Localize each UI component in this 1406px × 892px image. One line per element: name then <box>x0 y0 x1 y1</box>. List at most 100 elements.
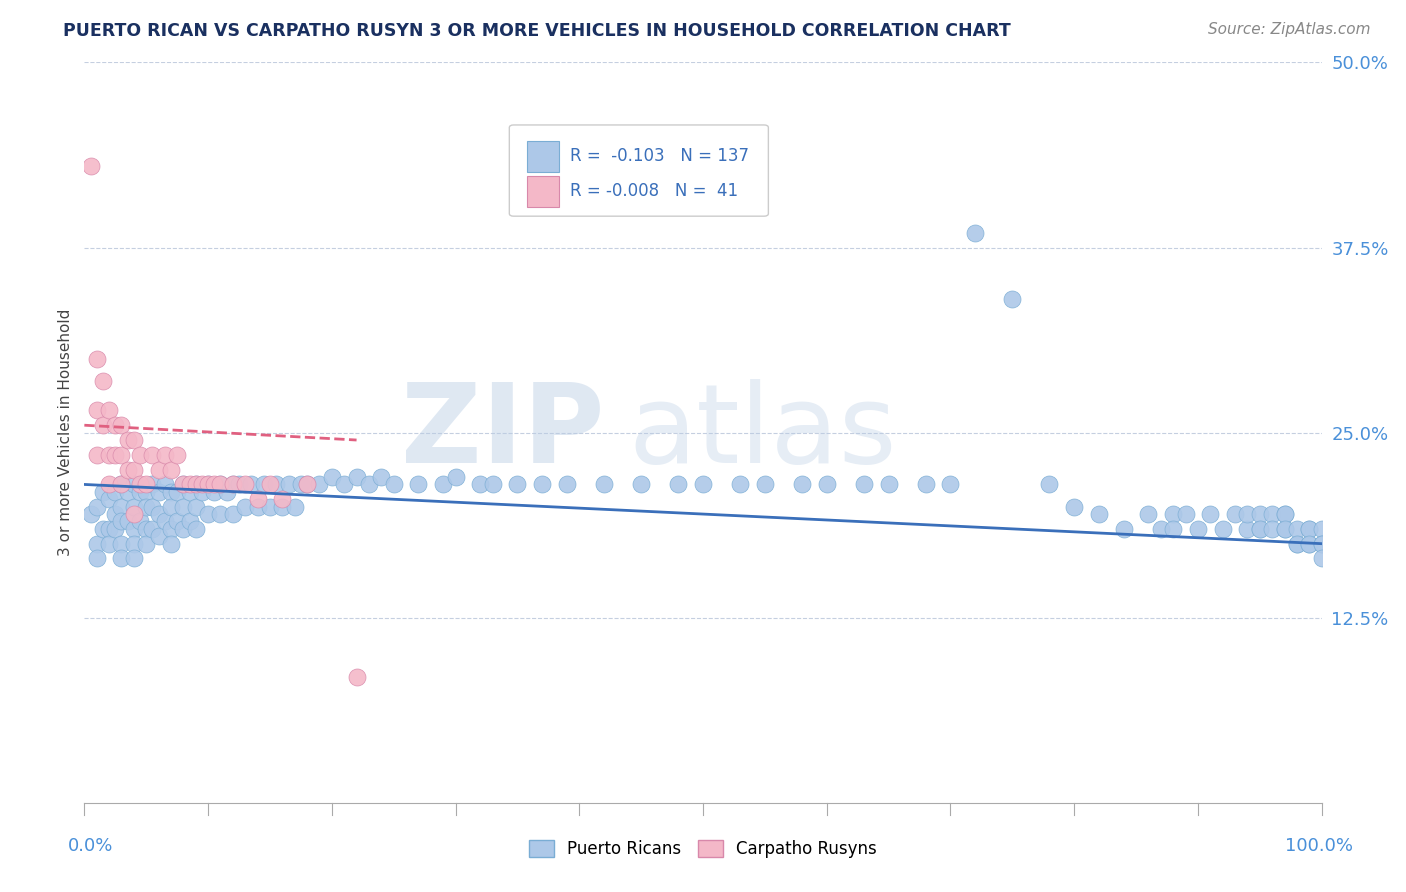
Point <box>284 500 307 514</box>
Point <box>1212 522 1234 536</box>
Point <box>1310 551 1333 566</box>
Point <box>333 477 356 491</box>
Point <box>79 507 101 521</box>
Point <box>122 477 145 491</box>
Point <box>1310 536 1333 550</box>
Point <box>122 433 145 447</box>
Point <box>271 500 294 514</box>
Point <box>1261 507 1284 521</box>
Point <box>153 477 176 491</box>
Point <box>370 470 392 484</box>
Point <box>259 500 281 514</box>
Point <box>141 477 163 491</box>
Point <box>179 484 201 499</box>
Point <box>160 500 183 514</box>
Point <box>1298 536 1320 550</box>
Point <box>135 500 157 514</box>
Point <box>1249 522 1271 536</box>
Point <box>129 448 152 462</box>
Point <box>290 477 312 491</box>
Point <box>215 484 238 499</box>
Point <box>129 477 152 491</box>
Point <box>117 433 139 447</box>
Point <box>1274 507 1296 521</box>
Point <box>160 484 183 499</box>
Point <box>233 477 256 491</box>
Point <box>153 515 176 529</box>
Point <box>135 522 157 536</box>
Point <box>104 448 127 462</box>
Text: R =  -0.103   N = 137: R = -0.103 N = 137 <box>571 147 749 166</box>
Point <box>357 477 380 491</box>
Point <box>209 477 232 491</box>
Point <box>110 500 132 514</box>
Point <box>877 477 900 491</box>
Text: atlas: atlas <box>628 379 897 486</box>
Point <box>141 448 163 462</box>
Point <box>1298 536 1320 550</box>
Point <box>531 477 554 491</box>
Point <box>104 484 127 499</box>
Point <box>166 484 188 499</box>
Point <box>295 477 318 491</box>
Point <box>197 477 219 491</box>
Point <box>228 477 250 491</box>
Point <box>506 477 529 491</box>
Point <box>240 477 263 491</box>
Point <box>104 522 127 536</box>
Point <box>172 500 194 514</box>
Point <box>481 477 503 491</box>
Point <box>1112 522 1135 536</box>
Point <box>117 462 139 476</box>
Text: ZIP: ZIP <box>401 379 605 486</box>
Point <box>222 507 245 521</box>
Point <box>295 477 318 491</box>
Point <box>197 507 219 521</box>
Point <box>122 522 145 536</box>
Point <box>197 477 219 491</box>
Legend: Puerto Ricans, Carpatho Rusyns: Puerto Ricans, Carpatho Rusyns <box>522 833 884 865</box>
Point <box>122 500 145 514</box>
Point <box>939 477 962 491</box>
Point <box>172 477 194 491</box>
Point <box>122 507 145 521</box>
Point <box>692 477 714 491</box>
Point <box>277 477 299 491</box>
Point <box>264 477 287 491</box>
Point <box>110 448 132 462</box>
Point <box>1249 522 1271 536</box>
Point <box>98 477 121 491</box>
Point <box>202 477 225 491</box>
Point <box>222 477 245 491</box>
Point <box>1274 507 1296 521</box>
Point <box>1285 536 1308 550</box>
Text: 0.0%: 0.0% <box>67 837 112 855</box>
Point <box>321 470 343 484</box>
Point <box>346 670 368 684</box>
Point <box>86 403 108 417</box>
Point <box>630 477 652 491</box>
Text: 100.0%: 100.0% <box>1285 837 1353 855</box>
Point <box>122 536 145 550</box>
Point <box>1174 507 1197 521</box>
Point <box>184 477 207 491</box>
Point <box>141 500 163 514</box>
Point <box>1137 507 1160 521</box>
Point <box>122 462 145 476</box>
Point <box>259 477 281 491</box>
Point <box>179 477 201 491</box>
Point <box>1001 293 1024 307</box>
Point <box>148 529 170 543</box>
Point <box>202 484 225 499</box>
Point <box>86 551 108 566</box>
Point <box>246 500 269 514</box>
Point <box>172 477 194 491</box>
Point <box>555 477 578 491</box>
Text: R = -0.008   N =  41: R = -0.008 N = 41 <box>571 182 738 200</box>
Point <box>86 500 108 514</box>
Point <box>1310 536 1333 550</box>
Point <box>104 418 127 433</box>
Point <box>117 515 139 529</box>
Point <box>104 507 127 521</box>
Point <box>790 477 813 491</box>
